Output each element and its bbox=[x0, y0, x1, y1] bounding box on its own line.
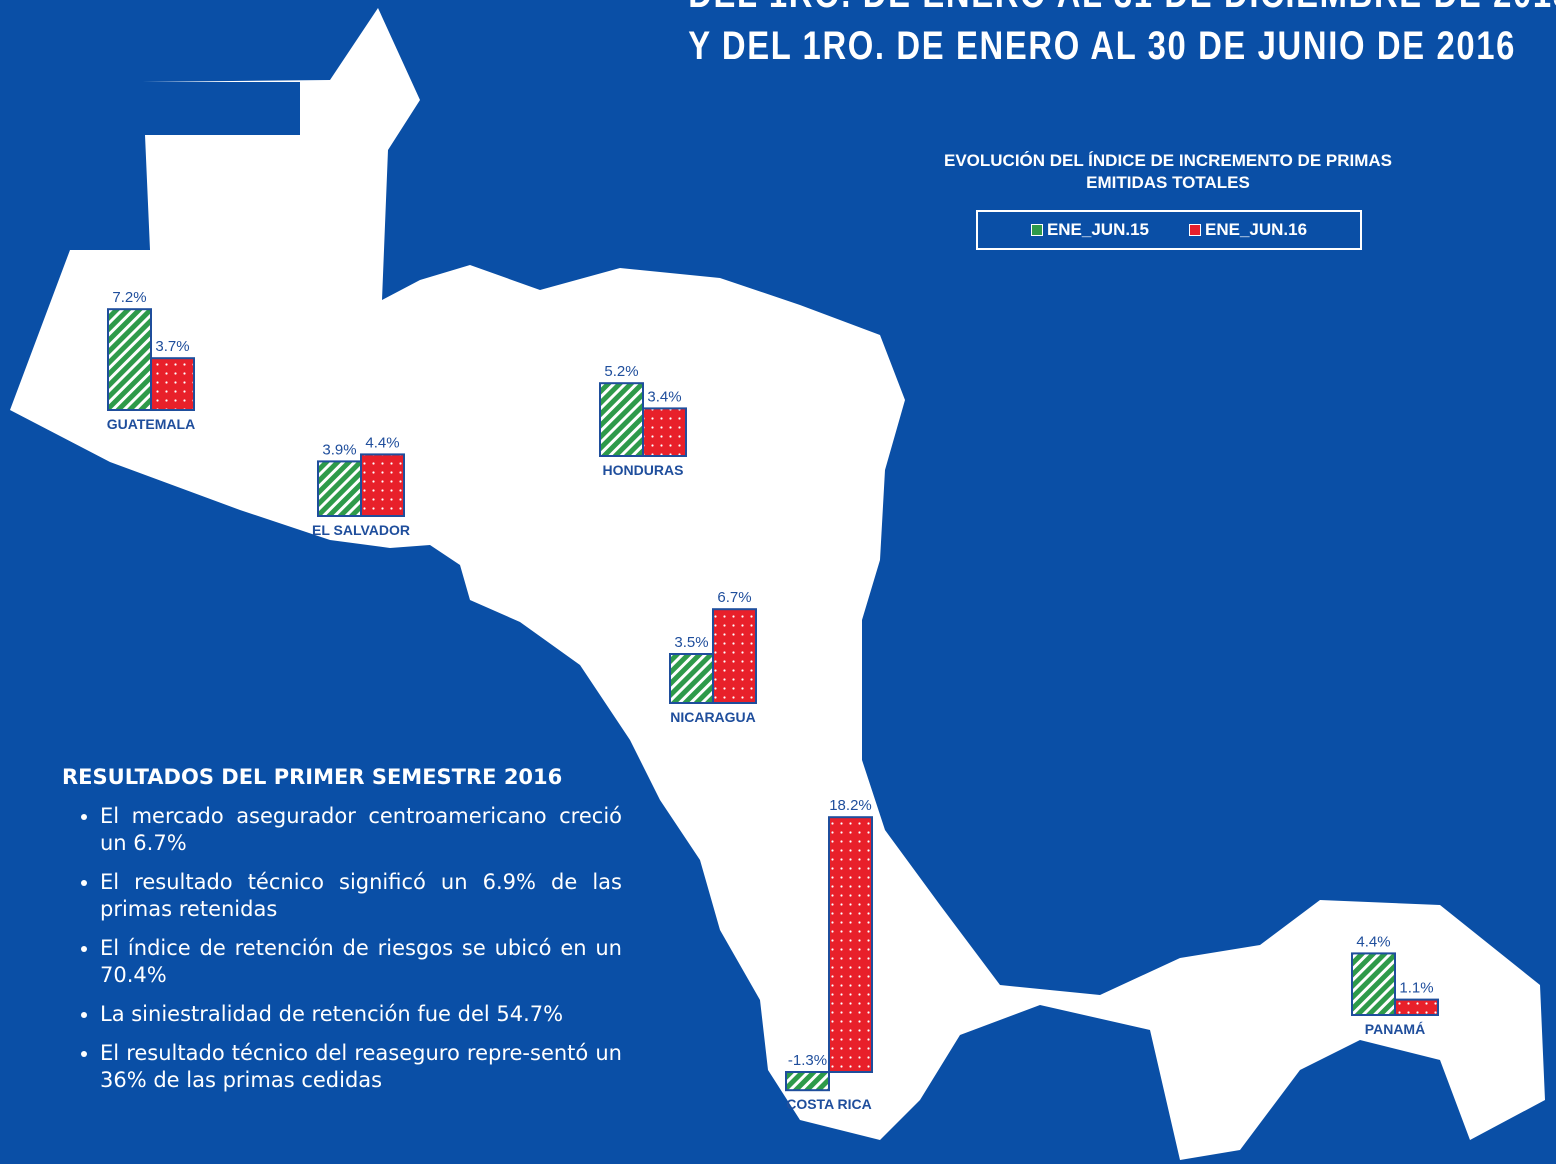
legend-swatch bbox=[1030, 224, 1043, 236]
value-label: 18.2% bbox=[829, 797, 872, 814]
bar bbox=[712, 608, 757, 705]
value-label: 5.2% bbox=[604, 363, 638, 380]
value-label: 4.4% bbox=[365, 434, 399, 451]
country-label: NICARAGUA bbox=[670, 709, 756, 725]
bullet-list: El mercado asegurador centroamericano cr… bbox=[62, 803, 622, 1094]
bullet: El resultado técnico del reaseguro repre… bbox=[100, 1040, 622, 1094]
bar bbox=[317, 460, 362, 517]
chart-title: EVOLUCIÓN DEL ÍNDICE DE INCREMENTO DE PR… bbox=[943, 151, 1393, 192]
value-label: 3.7% bbox=[155, 338, 189, 355]
country-label: COSTA RICA bbox=[786, 1096, 872, 1112]
value-label: 7.2% bbox=[112, 289, 146, 306]
bar bbox=[1394, 998, 1439, 1016]
value-label: 3.9% bbox=[322, 441, 356, 458]
bullet: El resultado técnico significó un 6.9% d… bbox=[100, 869, 622, 923]
country-label: EL SALVADOR bbox=[312, 522, 410, 538]
bar bbox=[360, 453, 405, 517]
bar bbox=[107, 308, 152, 412]
country-label: GUATEMALA bbox=[107, 416, 195, 432]
value-label: 1.1% bbox=[1399, 980, 1433, 997]
country-label: HONDURAS bbox=[603, 462, 684, 478]
bar bbox=[599, 382, 644, 458]
notes-heading: RESULTADOS DEL PRIMER SEMESTRE 2016 bbox=[62, 765, 563, 789]
value-label: 3.4% bbox=[647, 388, 681, 405]
value-label: 3.5% bbox=[674, 634, 708, 651]
value-label: 4.4% bbox=[1356, 933, 1390, 950]
notes: RESULTADOS DEL PRIMER SEMESTRE 2016 El m… bbox=[62, 764, 622, 1106]
legend-item: ENE_JUN.15 bbox=[1030, 220, 1149, 240]
legend-label: ENE_JUN.16 bbox=[1205, 220, 1308, 239]
bar bbox=[785, 1071, 830, 1092]
title-line: DEL 1RO. DE ENERO AL 31 DE DICIEMBRE DE … bbox=[688, 0, 1556, 17]
bar bbox=[828, 816, 873, 1074]
value-label: 6.7% bbox=[717, 589, 751, 606]
country-label: PANAMÁ bbox=[1365, 1021, 1425, 1037]
title-line: Y DEL 1RO. DE ENERO AL 30 DE JUNIO DE 20… bbox=[688, 24, 1517, 68]
bullet: La siniestralidad de retención fue del 5… bbox=[100, 1001, 622, 1028]
swatch-fill bbox=[1030, 224, 1043, 236]
swatch-fill bbox=[1189, 224, 1201, 236]
bullet: El mercado asegurador centroamericano cr… bbox=[100, 803, 622, 857]
legend-swatch bbox=[1189, 224, 1201, 236]
bar bbox=[150, 357, 195, 412]
legend: ENE_JUN.15 ENE_JUN.16 bbox=[976, 210, 1362, 250]
bar bbox=[1351, 952, 1396, 1017]
bullet: El índice de retención de riesgos se ubi… bbox=[100, 935, 622, 989]
bar bbox=[669, 653, 714, 704]
legend-item: ENE_JUN.16 bbox=[1189, 220, 1307, 240]
central-america-map bbox=[10, 8, 1545, 1160]
value-label: -1.3% bbox=[788, 1052, 827, 1069]
bar bbox=[642, 407, 687, 457]
legend-label: ENE_JUN.15 bbox=[1046, 220, 1149, 239]
